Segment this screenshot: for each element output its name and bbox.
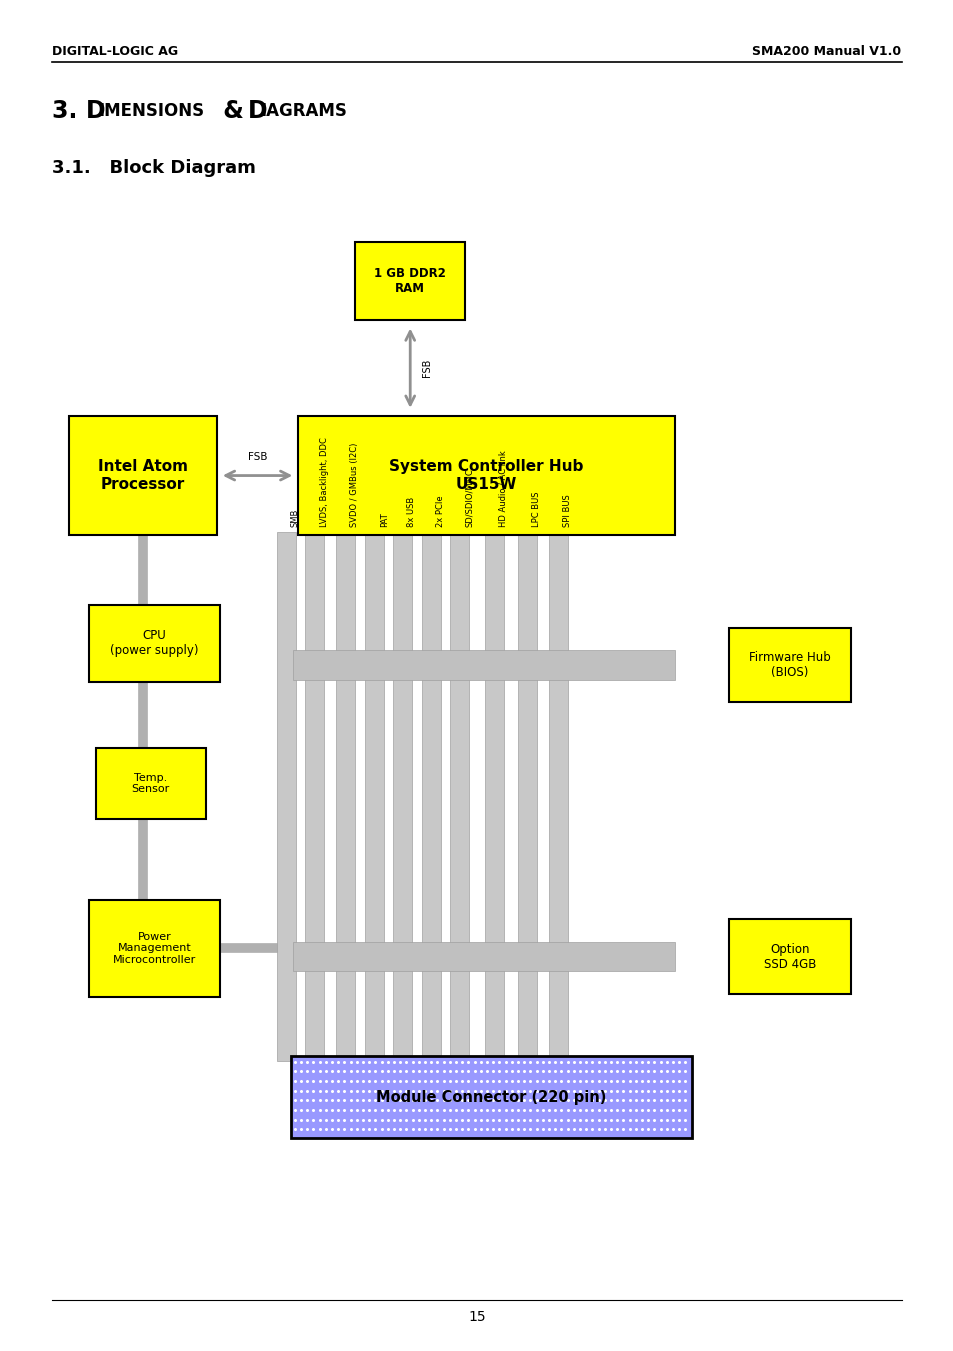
Bar (276, 532, 295, 1061)
Text: 3.1.   Block Diagram: 3.1. Block Diagram (52, 158, 256, 177)
Bar (393, 532, 412, 1061)
Text: 1 GB DDR2
RAM: 1 GB DDR2 RAM (374, 267, 446, 295)
Text: CPU
(power supply): CPU (power supply) (111, 630, 198, 657)
Text: FSB: FSB (248, 453, 267, 462)
Text: SPI BUS: SPI BUS (562, 494, 571, 527)
Text: Option
SSD 4GB: Option SSD 4GB (763, 943, 815, 970)
Text: 8x USB: 8x USB (407, 497, 416, 527)
Bar (305, 532, 324, 1061)
Text: Power
Management
Microcontroller: Power Management Microcontroller (112, 932, 196, 965)
Text: SMA200 Manual V1.0: SMA200 Manual V1.0 (752, 45, 901, 58)
Text: LVDS, Backlight, DDC: LVDS, Backlight, DDC (319, 436, 328, 527)
Bar (294, 942, 674, 971)
Text: 2x PCIe: 2x PCIe (436, 496, 444, 527)
Text: PAT: PAT (379, 512, 388, 527)
Bar (294, 650, 674, 680)
Text: &: & (214, 99, 252, 123)
Text: SMB: SMB (291, 508, 299, 527)
Bar (335, 532, 355, 1061)
Bar (517, 532, 537, 1061)
Text: LPC BUS: LPC BUS (532, 492, 540, 527)
Bar (484, 532, 503, 1061)
Text: SD/SDIO/MMC: SD/SDIO/MMC (464, 469, 473, 527)
Bar (548, 532, 567, 1061)
Text: System Controller Hub
US15W: System Controller Hub US15W (389, 459, 583, 492)
Text: FSB: FSB (421, 359, 431, 377)
Text: 15: 15 (468, 1310, 485, 1324)
Text: Temp.
Sensor: Temp. Sensor (132, 773, 170, 794)
Text: Intel Atom
Processor: Intel Atom Processor (98, 459, 188, 492)
Text: IMENSIONS: IMENSIONS (98, 101, 204, 120)
Text: D: D (86, 99, 106, 123)
Text: HD Audio / AC link: HD Audio / AC link (498, 450, 507, 527)
Bar (421, 532, 440, 1061)
Bar (365, 532, 384, 1061)
Bar (95, 748, 206, 819)
Bar (728, 628, 850, 703)
Text: DIGITAL-LOGIC AG: DIGITAL-LOGIC AG (52, 45, 178, 58)
Text: D: D (248, 99, 268, 123)
Bar (89, 900, 220, 997)
Text: Module Connector (220 pin): Module Connector (220 pin) (375, 1089, 606, 1105)
Text: SVDO / GMBus (I2C): SVDO / GMBus (I2C) (350, 443, 358, 527)
Text: IAGRAMS: IAGRAMS (260, 101, 347, 120)
Bar (291, 1056, 691, 1138)
Bar (89, 605, 220, 682)
Bar (450, 532, 469, 1061)
Bar (728, 920, 850, 994)
Bar (355, 242, 464, 320)
Text: 3.: 3. (52, 99, 94, 123)
Bar (297, 416, 674, 535)
Bar (69, 416, 216, 535)
Text: Firmware Hub
(BIOS): Firmware Hub (BIOS) (748, 651, 830, 678)
